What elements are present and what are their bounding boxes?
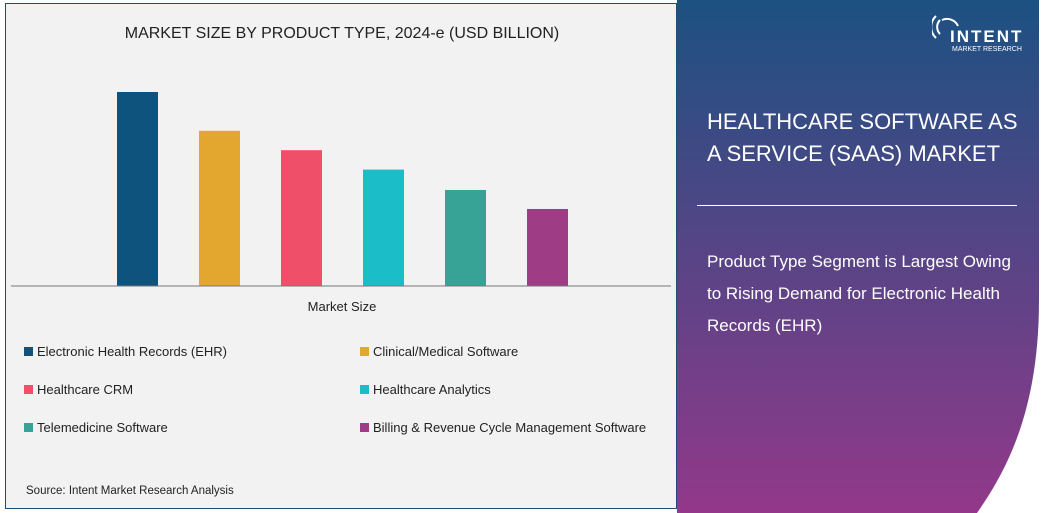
legend-item: Electronic Health Records (EHR) xyxy=(24,344,227,359)
report-title: HEALTHCARE SOFTWARE AS A SERVICE (SAAS) … xyxy=(707,109,1018,166)
source-note: Source: Intent Market Research Analysis xyxy=(26,485,234,497)
bar-chart xyxy=(11,92,671,287)
divider xyxy=(697,205,1017,206)
legend-swatch xyxy=(360,347,369,356)
legend-item: Billing & Revenue Cycle Management Softw… xyxy=(360,420,646,435)
bar-2 xyxy=(199,130,240,286)
key-insight: Product Type Segment is Largest Owing to… xyxy=(707,252,1011,335)
legend-label: Clinical/Medical Software xyxy=(373,344,519,359)
signal-icon xyxy=(932,15,959,39)
chart-panel: MARKET SIZE BY PRODUCT TYPE, 2024-e (USD… xyxy=(5,3,677,509)
legend-swatch xyxy=(360,385,369,394)
legend-item: Healthcare CRM xyxy=(24,382,133,397)
bar-1 xyxy=(117,92,158,286)
chart-title: MARKET SIZE BY PRODUCT TYPE, 2024-e (USD… xyxy=(124,25,560,42)
bar-5 xyxy=(445,189,486,286)
intent-logo: INTENT MARKET RESEARCH xyxy=(932,12,1032,56)
legend-swatch xyxy=(24,423,33,432)
bar-6 xyxy=(527,208,568,286)
legend-label: Telemedicine Software xyxy=(37,420,168,435)
panel-background xyxy=(677,0,1039,513)
legend-label: Electronic Health Records (EHR) xyxy=(37,344,228,359)
legend-swatch xyxy=(360,423,369,432)
x-axis-label: Market Size xyxy=(307,299,377,314)
legend-item: Telemedicine Software xyxy=(24,420,168,435)
legend-label: Billing & Revenue Cycle Management Softw… xyxy=(373,420,647,435)
legend-label: Healthcare Analytics xyxy=(373,382,491,397)
title-panel: INTENT MARKET RESEARCH HEALTHCARE SOFTWA… xyxy=(677,0,1043,513)
legend-item: Healthcare Analytics xyxy=(360,382,491,397)
legend-item: Clinical/Medical Software xyxy=(360,344,518,359)
bar-3 xyxy=(281,150,322,286)
legend-swatch xyxy=(24,347,33,356)
legend-label: Healthcare CRM xyxy=(37,382,134,397)
bar-4 xyxy=(363,169,404,286)
legend-swatch xyxy=(24,385,33,394)
